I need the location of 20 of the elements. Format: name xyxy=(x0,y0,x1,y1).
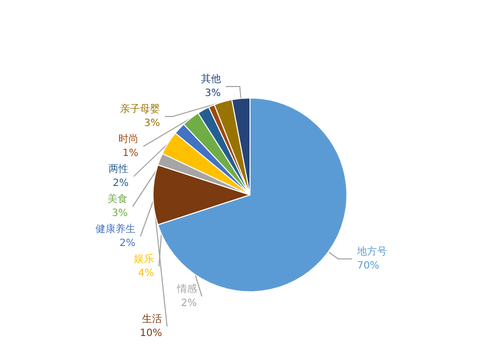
slice-label: 生活 xyxy=(142,312,162,325)
slice-label: 地方号 xyxy=(356,245,388,258)
data-label: 70% xyxy=(357,260,380,272)
slice-label: 美食 xyxy=(108,192,128,205)
slice-label: 亲子母婴 xyxy=(120,102,160,115)
slice-label: 情感 xyxy=(176,282,197,295)
data-label: 4% xyxy=(138,268,154,279)
data-label: 1% xyxy=(122,148,138,159)
slice-label: 娱乐 xyxy=(134,252,154,265)
slice-label: 两性 xyxy=(108,162,129,175)
data-label: 3% xyxy=(204,88,221,99)
slice-label: 健康养生 xyxy=(95,222,136,235)
data-label: 3% xyxy=(144,118,160,129)
data-label: 2% xyxy=(120,238,136,249)
data-label: 2% xyxy=(112,178,129,189)
data-label: 3% xyxy=(112,208,128,219)
slice-label: 时尚 xyxy=(118,132,138,145)
data-label: 10% xyxy=(140,328,162,339)
slice-label: 其他 xyxy=(200,72,221,85)
data-label: 2% xyxy=(180,298,197,309)
